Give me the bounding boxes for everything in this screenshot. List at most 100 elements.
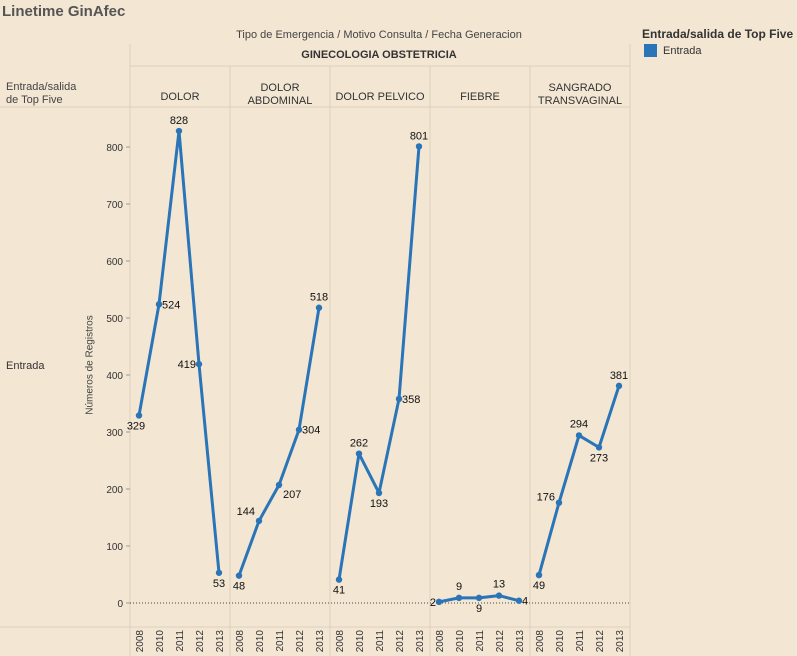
data-label: 144 [237, 506, 255, 518]
data-point [395, 395, 403, 403]
data-label: 48 [233, 581, 245, 593]
legend-item-label: Entrada [663, 44, 702, 57]
y-tick-label: 0 [117, 599, 123, 610]
data-point [255, 517, 263, 525]
y-tick-label: 300 [106, 428, 123, 439]
data-point [135, 412, 143, 419]
data-label: 53 [213, 578, 225, 590]
x-tick-label: 2008 [435, 630, 446, 653]
x-tick-label: 2008 [235, 630, 246, 653]
data-point [195, 360, 203, 368]
x-tick-label: 2010 [355, 630, 366, 653]
series-line [337, 146, 421, 580]
data-label: 828 [170, 115, 188, 127]
data-label: 262 [350, 438, 368, 450]
data-point [515, 597, 523, 604]
data-point [415, 143, 423, 150]
data-label: 2 [430, 597, 436, 609]
y-tick-label: 600 [106, 257, 123, 268]
x-tick-label: 2008 [335, 630, 346, 653]
data-point [555, 499, 563, 506]
legend-item-entrada[interactable]: Entrada [644, 44, 702, 57]
data-point [355, 450, 363, 457]
x-tick-label: 2011 [575, 630, 586, 652]
y-tick-label: 800 [106, 143, 123, 154]
data-point [275, 481, 283, 489]
panel-header-label: DOLOR [260, 82, 299, 94]
panel-header-label: SANGRADO [549, 82, 612, 94]
data-label: 41 [333, 585, 345, 597]
data-point [435, 598, 443, 606]
data-point [215, 569, 223, 576]
data-label: 304 [302, 425, 320, 437]
x-tick-label: 2011 [175, 630, 186, 652]
x-tick-label: 2011 [475, 630, 486, 652]
x-tick-label: 2012 [595, 630, 606, 653]
panel-header-label: FIEBRE [460, 91, 500, 103]
data-point [315, 304, 323, 311]
group-header: GINECOLOGIA OBSTETRICIA [301, 49, 457, 61]
x-tick-label: 2008 [135, 630, 146, 653]
series-line [137, 129, 221, 573]
data-label: 518 [310, 292, 328, 304]
x-tick-label: 2013 [615, 630, 626, 653]
data-label: 273 [590, 452, 608, 464]
data-point [155, 301, 163, 308]
data-point [595, 444, 603, 451]
data-point [235, 572, 243, 579]
y-tick-label: 500 [106, 314, 123, 325]
x-tick-label: 2012 [495, 630, 506, 653]
x-tick-label: 2012 [195, 630, 206, 653]
x-tick-label: 2010 [155, 630, 166, 653]
data-point [375, 489, 383, 497]
x-tick-label: 2010 [555, 630, 566, 653]
series-line [237, 307, 321, 577]
data-label: 381 [610, 370, 628, 382]
x-tick-label: 2010 [255, 630, 266, 653]
panel-header-label: ABDOMINAL [248, 95, 313, 107]
data-point [455, 594, 463, 602]
x-tick-label: 2013 [315, 630, 326, 653]
data-label: 4 [522, 596, 528, 608]
x-tick-label: 2013 [515, 630, 526, 653]
y-tick-label: 100 [106, 542, 123, 553]
x-tick-label: 2012 [295, 630, 306, 653]
y-tick-label: 400 [106, 371, 123, 382]
row-header-line2: de Top Five [6, 94, 63, 106]
row-header-line1: Entrada/salida [6, 81, 77, 93]
data-label: 329 [127, 420, 145, 432]
data-label: 358 [402, 394, 420, 406]
x-tick-label: 2013 [415, 630, 426, 653]
data-label: 9 [456, 581, 462, 593]
panel-header-label: TRANSVAGINAL [538, 95, 622, 107]
data-point [575, 432, 583, 439]
x-tick-label: 2013 [215, 630, 226, 653]
data-label: 294 [570, 418, 588, 430]
panel-header-label: DOLOR [160, 91, 199, 103]
legend-swatch [644, 44, 657, 57]
x-tick-label: 2008 [535, 630, 546, 653]
data-point [535, 571, 543, 579]
chart-title: Linetime GinAfec [2, 3, 126, 20]
data-point [495, 592, 503, 599]
data-point [475, 594, 483, 602]
x-tick-label: 2011 [375, 630, 386, 652]
data-point [295, 426, 303, 433]
row-header: Entrada/salida de Top Five [6, 81, 76, 107]
data-point [175, 127, 183, 135]
legend-title: Entrada/salida de Top Five [642, 27, 794, 41]
y-tick-label: 700 [106, 200, 123, 211]
data-label: 524 [162, 299, 180, 311]
x-tick-label: 2011 [275, 630, 286, 652]
row-label: Entrada [6, 360, 45, 372]
y-tick-label: 200 [106, 485, 123, 496]
panel-header-label: DOLOR PELVICO [335, 91, 424, 103]
data-label: 13 [493, 579, 505, 591]
data-point [335, 576, 343, 583]
data-label: 207 [283, 489, 301, 501]
series-line [537, 385, 621, 576]
x-tick-label: 2010 [455, 630, 466, 653]
column-header-path: Tipo de Emergencia / Motivo Consulta / F… [236, 29, 522, 41]
data-label: 9 [476, 603, 482, 615]
